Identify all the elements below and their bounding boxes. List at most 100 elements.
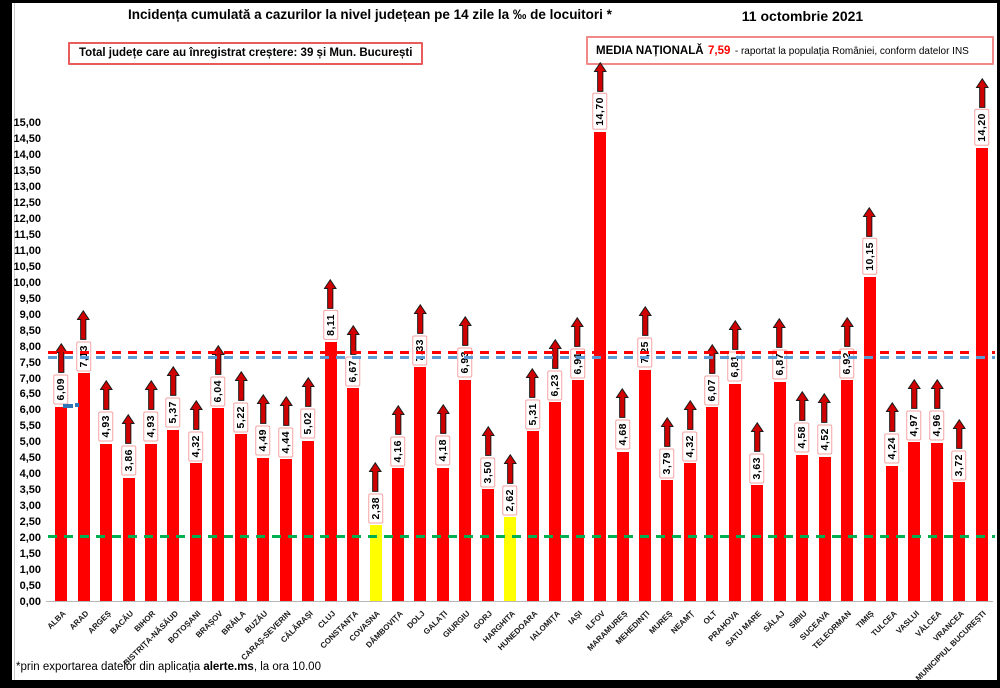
bar-group: 4,58 SIBIU — [787, 101, 813, 630]
bar-annotation: 2,38 — [368, 461, 383, 524]
bar-group: 6,91 IAȘI — [566, 101, 588, 626]
bar-group: 3,79 MUREȘ — [647, 101, 678, 636]
increase-arrow-icon — [571, 316, 585, 347]
bar-value-label: 4,32 — [188, 430, 204, 462]
y-axis-tick: 9,50 — [19, 292, 41, 305]
increase-arrow-icon — [750, 421, 764, 452]
increase-arrow-icon — [818, 393, 832, 424]
bar-group: 6,87 SĂLAJ — [761, 101, 791, 634]
increase-arrow-icon — [301, 377, 315, 408]
bar — [369, 525, 382, 601]
bar-group: 4,16 DÂMBOVIȚA — [364, 101, 409, 650]
increase-arrow-icon — [952, 418, 966, 449]
bar-group: 4,97 VASLUI — [894, 101, 925, 636]
bar-value-label: 4,93 — [98, 411, 114, 442]
bar-group: 4,24 TULCEA — [869, 101, 903, 638]
bar-annotation: 6,93 — [458, 316, 473, 378]
bar-annotation: 4,52 — [817, 393, 832, 455]
bar-group: 5,31 HUNEDOARA — [496, 101, 544, 652]
footnote-suffix: , la ora 10.00 — [253, 661, 321, 673]
y-axis-tick: 4,50 — [19, 452, 41, 465]
bar-annotation: 6,67 — [345, 324, 361, 387]
bar-group: 5,22 BRĂILA — [219, 101, 252, 637]
bar-annotation: 5,37 — [166, 366, 181, 428]
bar-group: 14,70 ILFOV — [583, 61, 611, 632]
blue-marker — [74, 402, 79, 407]
y-axis: 15,00 14,50 14,00 13,50 13,00 12,50 12,00 11,50… — [0, 101, 45, 608]
y-axis-tick: 13,50 — [13, 164, 41, 177]
increase-arrow-icon — [773, 318, 787, 349]
bar-value-label: 5,02 — [300, 408, 316, 439]
bar-group: 4,52 SUCEAVA — [798, 101, 835, 642]
footnote-prefix: *prin exportarea datelor din aplicația — [16, 661, 204, 673]
bar-value-label: 10,15 — [862, 238, 877, 275]
bar — [302, 440, 315, 601]
bar-annotation: 4,44 — [278, 395, 293, 458]
bar-value-label: 5,22 — [233, 401, 249, 433]
x-axis-label: IAȘI — [566, 609, 585, 627]
bar-annotation: 4,96 — [929, 379, 945, 441]
bar-annotation: 2,62 — [503, 453, 518, 516]
bar-group: 3,86 BACĂU — [108, 101, 139, 636]
increase-arrow-icon — [975, 77, 989, 108]
bar — [930, 442, 943, 601]
growth-annotation-text: Total județe care au înregistrat creșter… — [79, 47, 413, 59]
growth-annotation-box: Total județe care au înregistrat creșter… — [68, 42, 424, 65]
x-axis-label: NEAMȚ — [669, 609, 697, 636]
bar-value-label: 6,09 — [53, 374, 69, 405]
blue-marker — [63, 404, 74, 409]
chart-title: Incidența cumulată a cazurilor la nivel … — [128, 7, 612, 22]
y-axis-tick: 5,00 — [19, 436, 41, 449]
national-average-blue-dashed-line — [48, 356, 995, 360]
bar-annotation: 14,20 — [974, 77, 990, 146]
bar — [751, 485, 764, 601]
bar-annotation: 3,72 — [952, 418, 967, 481]
bar-value-label: 3,86 — [121, 445, 136, 476]
bar-group: 3,50 GORJ — [472, 101, 499, 631]
bar-value-label: 6,67 — [345, 355, 361, 387]
y-axis-tick: 15,00 — [13, 117, 41, 130]
bar-group: 2,62 HARGHITA — [481, 101, 521, 645]
bar-group: 5,37 BISTRIȚA-NĂSĂUD — [121, 101, 184, 668]
bar-group: 14,20 MUNICIPIUL BUCUREȘTI — [914, 77, 993, 683]
bar-value-label: 14,20 — [974, 108, 990, 146]
bar-group: 4,18 GALAȚI — [422, 101, 454, 636]
bar-annotation: 4,93 — [143, 380, 159, 442]
national-average-value: 7,59 — [708, 45, 731, 57]
increase-arrow-icon — [863, 207, 877, 238]
increase-arrow-icon — [616, 388, 630, 419]
increase-arrow-icon — [683, 399, 697, 430]
bar-group: 4,96 VÂLCEA — [914, 101, 948, 639]
bar-annotation: 3,63 — [750, 421, 765, 484]
bar-annotation: 4,68 — [615, 388, 630, 450]
y-axis-tick: 11,50 — [14, 228, 41, 241]
bar-annotation: 4,16 — [390, 404, 406, 467]
bar-value-label: 5,37 — [166, 397, 181, 428]
increase-arrow-icon — [436, 404, 450, 435]
bar — [414, 366, 427, 601]
bar-value-label: 6,07 — [705, 374, 720, 406]
bar-value-label: 14,70 — [592, 92, 608, 130]
bar — [122, 477, 135, 601]
footnote-app-name: alerte.ms — [203, 661, 254, 673]
bar — [100, 443, 113, 601]
bar-value-label: 4,52 — [817, 424, 832, 455]
bar-annotation: 10,15 — [862, 207, 877, 275]
increase-arrow-icon — [930, 379, 944, 410]
increase-arrow-icon — [840, 316, 854, 347]
increase-arrow-icon — [144, 380, 158, 411]
bar — [324, 342, 337, 601]
bar — [526, 431, 539, 601]
increase-arrow-icon — [122, 414, 136, 445]
y-axis-tick: 11,00 — [14, 244, 41, 257]
bar-group: 6,92 TELEORMAN — [811, 101, 858, 651]
x-axis-line — [46, 601, 993, 602]
y-axis-tick: 2,00 — [19, 532, 41, 545]
y-axis-tick: 13,00 — [13, 180, 41, 193]
increase-arrow-icon — [77, 309, 91, 340]
bar-annotation: 7,25 — [637, 306, 653, 368]
x-axis-label: OLT — [701, 609, 719, 627]
bar-value-label: 4,32 — [682, 430, 698, 462]
bar — [55, 406, 68, 601]
increase-arrow-icon — [526, 368, 540, 398]
